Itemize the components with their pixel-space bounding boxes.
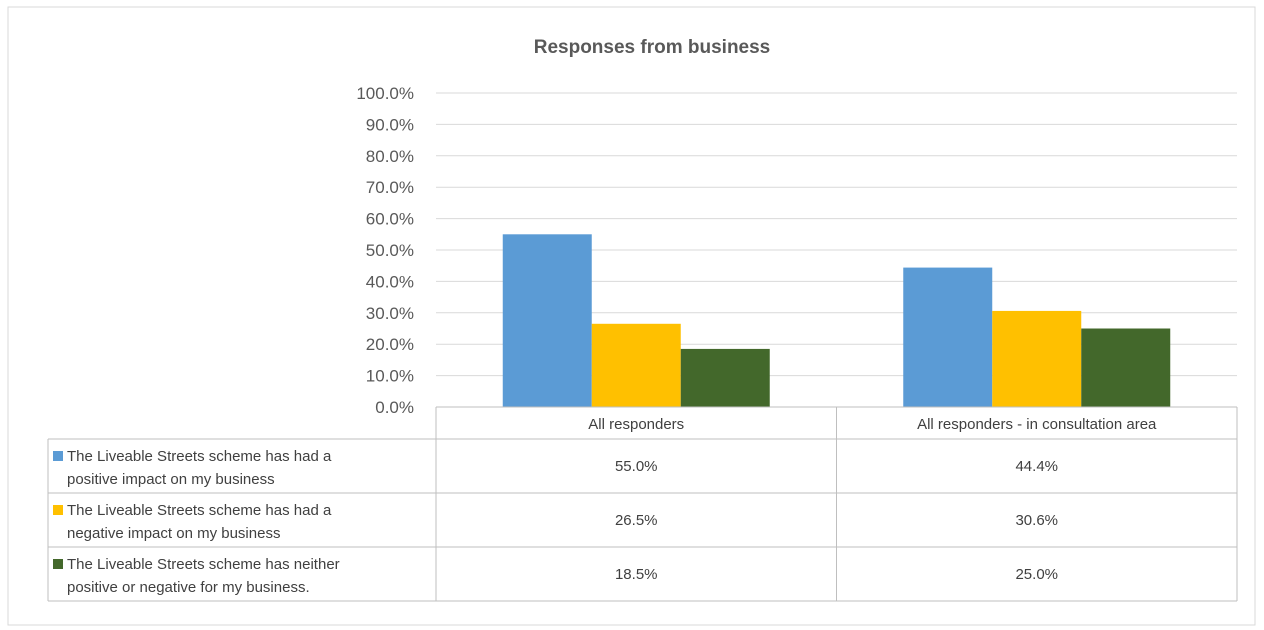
bar bbox=[680, 348, 770, 407]
legend-swatch bbox=[53, 451, 63, 461]
y-tick-label: 80.0% bbox=[366, 147, 414, 166]
bar bbox=[1081, 328, 1171, 407]
data-label: 26.5% bbox=[615, 512, 658, 529]
bars bbox=[502, 234, 1171, 407]
bar bbox=[992, 310, 1082, 407]
category-label: All responders - in consultation area bbox=[917, 416, 1157, 433]
legend-swatch bbox=[53, 505, 63, 515]
y-axis-tick-labels: 0.0% 10.0% 20.0% 30.0% 40.0% 50.0% 60.0% 70.0% 8… bbox=[356, 84, 414, 417]
bar bbox=[591, 323, 681, 407]
data-label: 18.5% bbox=[615, 566, 658, 583]
legend-label: positive impact on my business bbox=[67, 471, 275, 488]
bar bbox=[903, 267, 993, 407]
y-tick-label: 70.0% bbox=[366, 178, 414, 197]
category-label: All responders bbox=[588, 416, 684, 433]
data-label: 44.4% bbox=[1015, 458, 1058, 475]
y-tick-label: 10.0% bbox=[366, 367, 414, 386]
legend-label: The Liveable Streets scheme has neither bbox=[67, 556, 340, 573]
data-label: 30.6% bbox=[1015, 512, 1058, 529]
legend-label: The Liveable Streets scheme has had a bbox=[67, 502, 332, 519]
y-tick-label: 40.0% bbox=[366, 272, 414, 291]
chart-title: Responses from business bbox=[534, 37, 771, 58]
legend-label: positive or negative for my business. bbox=[67, 579, 310, 596]
y-tick-label: 60.0% bbox=[366, 210, 414, 229]
y-tick-label: 30.0% bbox=[366, 304, 414, 323]
legend-swatch bbox=[53, 559, 63, 569]
bar bbox=[502, 234, 592, 407]
data-label: 55.0% bbox=[615, 458, 658, 475]
y-tick-label: 90.0% bbox=[366, 115, 414, 134]
data-label: 25.0% bbox=[1015, 566, 1058, 583]
y-tick-label: 100.0% bbox=[356, 84, 414, 103]
legend-label: negative impact on my business bbox=[67, 525, 280, 542]
y-tick-label: 20.0% bbox=[366, 335, 414, 354]
y-tick-label: 50.0% bbox=[366, 241, 414, 260]
data-table: All responders All responders - in consul… bbox=[47, 406, 1238, 602]
y-tick-label: 0.0% bbox=[375, 398, 414, 417]
legend-label: The Liveable Streets scheme has had a bbox=[67, 448, 332, 465]
